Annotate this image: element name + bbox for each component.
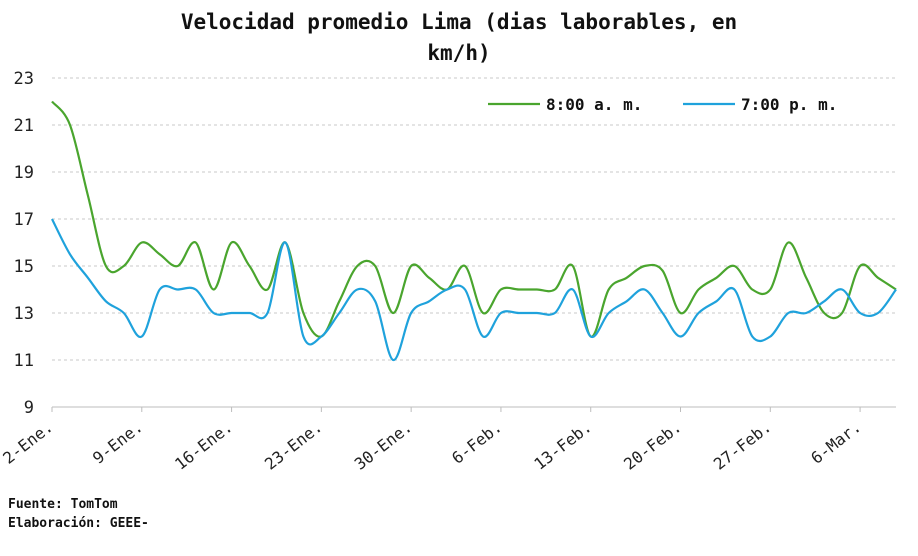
chart-title-line-2: km/h) — [427, 41, 491, 65]
source-note: Fuente: TomTom — [8, 497, 118, 512]
x-tick-label: 30-Ene. — [351, 417, 416, 473]
y-axis-ticks: 9 11 13 15 17 19 21 23 — [14, 69, 34, 418]
legend-label-2: 7:00 p. m. — [741, 95, 837, 114]
x-tick-label: 9-Ene. — [89, 417, 146, 468]
legend-label-1: 8:00 a. m. — [546, 95, 642, 114]
x-tick-label: 6-Mar. — [807, 417, 864, 468]
series-lines — [51, 100, 897, 362]
series-line-2 — [51, 218, 897, 362]
legend: 8:00 a. m. 7:00 p. m. — [488, 95, 837, 114]
grid-lines — [52, 77, 896, 408]
y-tick-label-9: 9 — [24, 398, 34, 418]
series-line-1 — [51, 100, 897, 338]
x-axis: 2-Ene. 9-Ene. 16-Ene. 23-Ene. 30-Ene. 6-Feb. 1… — [0, 406, 896, 474]
y-tick-label-23: 23 — [14, 69, 34, 89]
x-tick-label: 2-Ene. — [0, 417, 56, 468]
x-tick-label: 23-Ene. — [261, 417, 326, 473]
y-tick-label-17: 17 — [14, 210, 34, 230]
chart-title-line-1: Velocidad promedio Lima (dias laborables… — [180, 10, 738, 34]
y-tick-label-11: 11 — [14, 351, 34, 371]
x-tick-label: 13-Feb. — [530, 417, 595, 473]
y-tick-label-15: 15 — [14, 257, 34, 277]
y-tick-label-13: 13 — [14, 304, 34, 324]
x-tick-label: 27-Feb. — [710, 417, 775, 473]
y-tick-label-19: 19 — [14, 163, 34, 183]
y-tick-label-21: 21 — [14, 116, 34, 136]
x-tick-label: 20-Feb. — [620, 417, 685, 473]
credit-note: Elaboración: GEEE- — [8, 516, 149, 531]
x-tick-label: 16-Ene. — [171, 417, 236, 473]
x-tick-label: 6-Feb. — [448, 417, 505, 468]
